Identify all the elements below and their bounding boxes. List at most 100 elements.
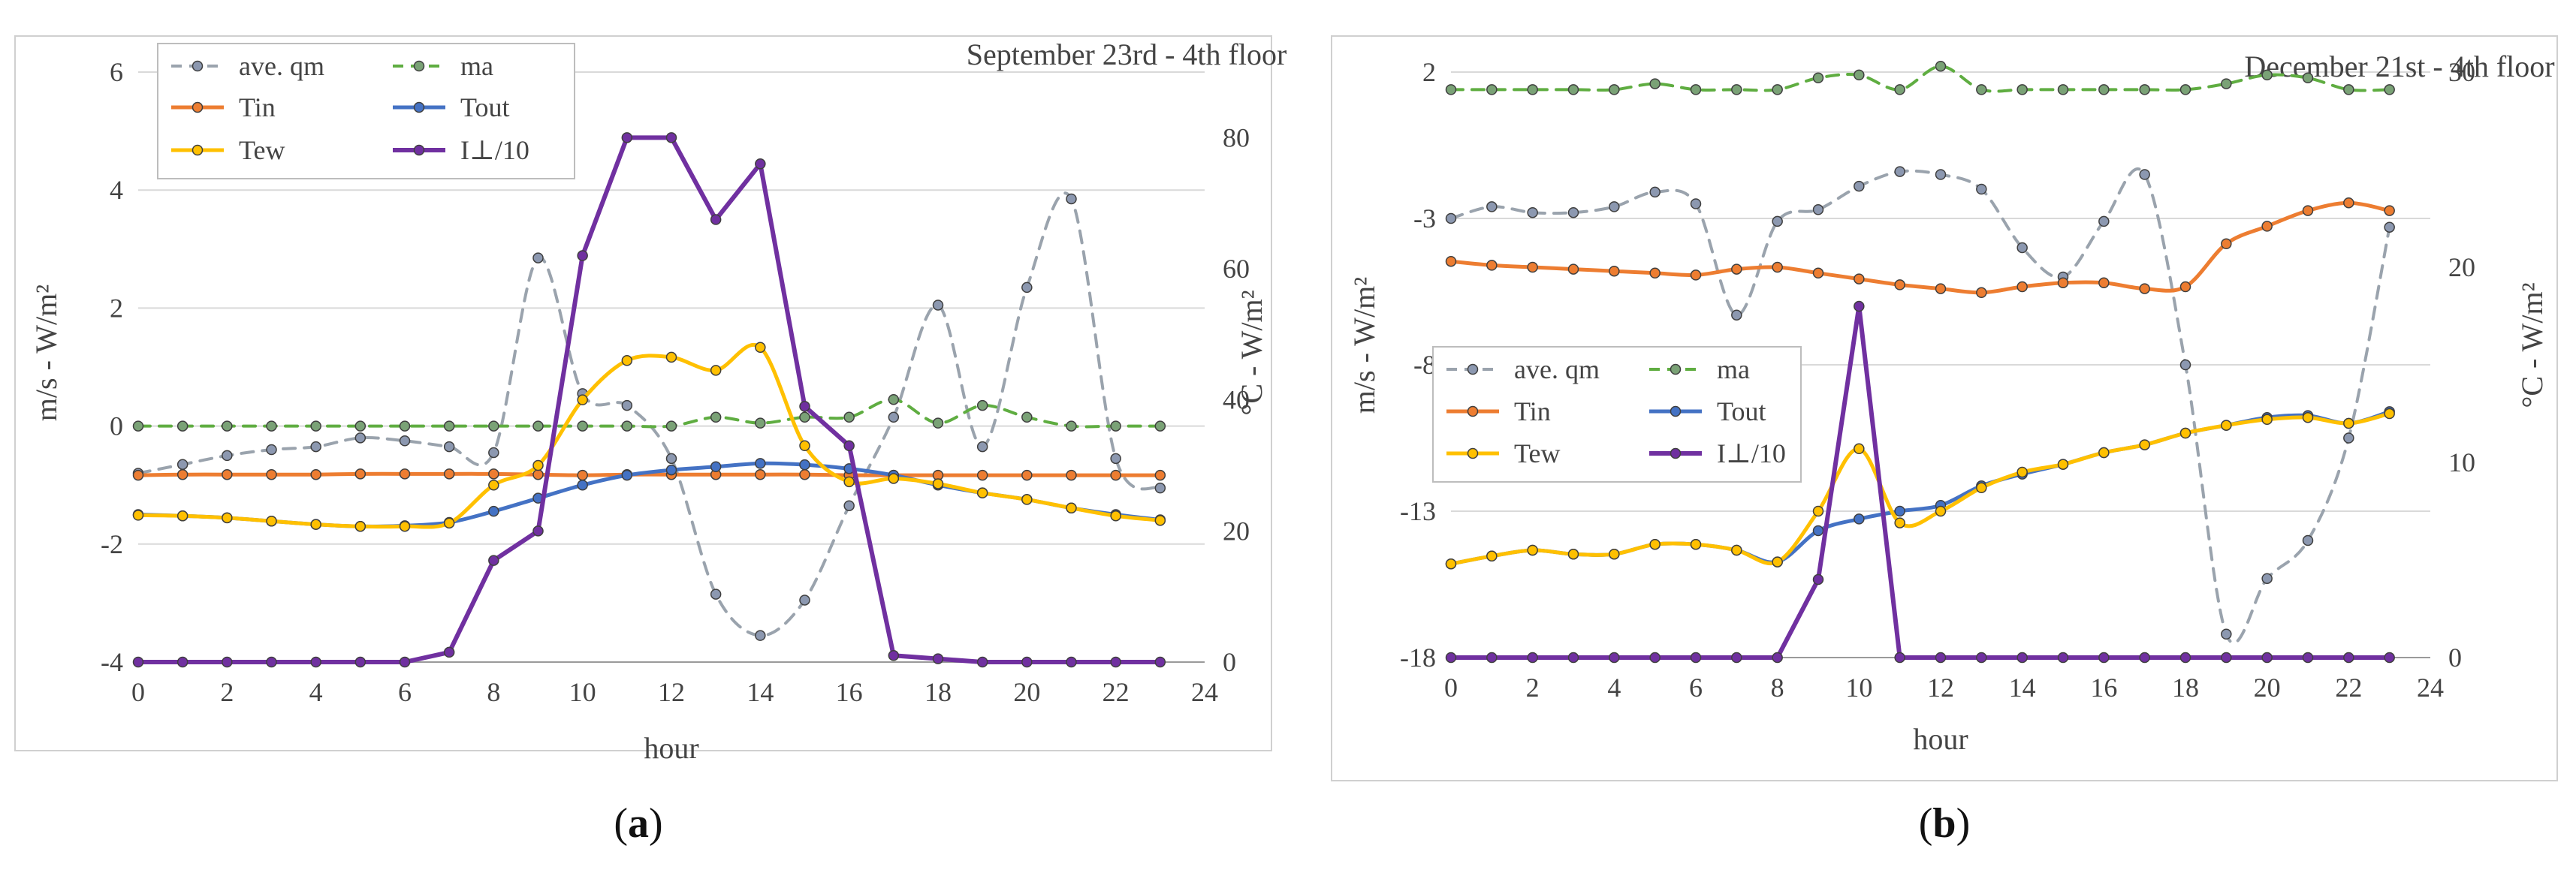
- data-point-qm: [1567, 206, 1579, 218]
- legend-marker-I: [413, 144, 425, 156]
- data-point-I: [222, 656, 233, 668]
- data-point-Tin: [1154, 469, 1166, 481]
- y-left-tick-label: 0: [110, 411, 123, 441]
- y-left-axis-label: m/s - W/m²: [29, 284, 63, 421]
- data-point-I: [532, 525, 544, 537]
- data-point-I: [1731, 652, 1742, 664]
- data-point-Tin: [1649, 267, 1661, 279]
- series-Tew: [1445, 408, 2395, 570]
- legend-item-Tout: Tout: [393, 92, 509, 122]
- data-point-Tin: [132, 469, 144, 481]
- legend-label-ma: ma: [1717, 354, 1750, 384]
- data-point-qm: [399, 435, 411, 447]
- data-point-Tew: [1690, 538, 1702, 550]
- data-point-ma: [2221, 78, 2232, 89]
- data-point-I: [1021, 656, 1033, 668]
- series-qm: [132, 191, 1166, 641]
- data-point-qm: [2098, 215, 2110, 227]
- data-point-Tew: [1854, 443, 1865, 455]
- y-right-axis-label: °C - W/m²: [1235, 290, 1268, 415]
- data-point-qm: [1609, 201, 1620, 212]
- data-point-qm: [2016, 242, 2028, 254]
- data-point-Tin: [222, 468, 233, 480]
- data-point-ma: [1935, 60, 1947, 72]
- data-point-qm: [2261, 573, 2273, 584]
- data-point-Tew: [1812, 505, 1824, 517]
- data-point-Tout: [799, 459, 810, 471]
- data-point-Tew: [1445, 558, 1457, 570]
- legend-item-Tin: Tin: [171, 92, 276, 122]
- series-I: [1445, 300, 2395, 664]
- x-tick-label: 6: [398, 677, 412, 707]
- data-point-qm: [1649, 186, 1661, 198]
- data-point-ma: [354, 420, 366, 432]
- data-point-I: [976, 656, 988, 668]
- data-point-ma: [843, 411, 855, 423]
- data-point-ma: [932, 417, 944, 429]
- data-point-qm: [1976, 183, 1987, 195]
- data-point-I: [2057, 652, 2069, 664]
- data-point-I: [2343, 652, 2354, 664]
- data-point-ma: [399, 420, 411, 432]
- data-point-qm: [1021, 281, 1033, 294]
- legend-label-I: I⊥/10: [460, 135, 529, 165]
- x-tick-label: 22: [1102, 677, 1130, 707]
- data-point-qm: [488, 447, 499, 459]
- legend-item-ma: ma: [393, 51, 493, 81]
- data-point-ma: [266, 420, 277, 432]
- data-point-qm: [1445, 212, 1457, 224]
- data-point-Tin: [1690, 269, 1702, 281]
- series-Tew: [132, 342, 1166, 532]
- data-point-Tout: [577, 479, 588, 491]
- data-point-I: [1894, 652, 1905, 664]
- data-point-I: [1066, 656, 1077, 668]
- x-tick-label: 0: [1444, 673, 1458, 703]
- legend-label-Tew: Tew: [1514, 438, 1560, 468]
- data-point-Tew: [1649, 538, 1661, 550]
- data-point-Tin: [2139, 283, 2150, 294]
- data-point-ma: [2261, 69, 2273, 81]
- data-point-qm: [443, 441, 455, 453]
- data-point-Tew: [976, 487, 988, 498]
- chart-panel-a: 0 2 4 6 8 10 12 14 16 18 20 22 24-4-20246020406080ho…: [14, 35, 1287, 847]
- y-left-tick-label: 2: [1422, 57, 1436, 87]
- data-point-Tew: [843, 476, 855, 488]
- legend-item-Tin: Tin: [1446, 396, 1551, 426]
- y-left-axis-label: m/s - W/m²: [1347, 277, 1381, 414]
- data-point-ma: [1110, 420, 1121, 432]
- legend-label-Tew: Tew: [239, 135, 285, 165]
- data-point-Tin: [176, 468, 189, 480]
- data-point-Tew: [2221, 420, 2232, 431]
- data-point-ma: [132, 420, 144, 432]
- data-point-qm: [310, 441, 321, 453]
- y-left-tick-label: 6: [110, 57, 123, 87]
- data-point-qm: [2302, 534, 2314, 546]
- data-point-I: [132, 656, 144, 668]
- data-point-qm: [1486, 201, 1498, 212]
- data-point-I: [2016, 652, 2028, 664]
- data-point-I: [1690, 652, 1702, 664]
- legend-marker-qm: [1467, 363, 1479, 375]
- y-left-tick-label: -2: [101, 529, 123, 559]
- legend-item-Tew: Tew: [171, 135, 285, 165]
- data-point-ma: [2057, 84, 2069, 95]
- data-point-Tew: [399, 520, 411, 532]
- x-tick-label: 6: [1689, 673, 1703, 703]
- chart-title: September 23rd - 4th floor: [967, 38, 1287, 71]
- series-line-I: [1449, 304, 2392, 660]
- data-point-qm: [1066, 193, 1077, 205]
- panel-caption: (b): [1919, 800, 1970, 847]
- data-point-Tew: [1772, 556, 1783, 567]
- legend-item-I: I⊥/10: [1649, 438, 1786, 468]
- y-left-tick-label: -3: [1413, 203, 1436, 233]
- data-point-qm: [1154, 482, 1166, 494]
- data-point-ma: [1445, 84, 1457, 95]
- data-point-ma: [755, 417, 766, 429]
- data-point-ma: [621, 420, 633, 432]
- x-tick-label: 4: [309, 677, 323, 707]
- y-left-tick-label: -18: [1400, 643, 1436, 673]
- data-point-Tew: [532, 459, 544, 471]
- data-point-Tew: [1731, 544, 1742, 556]
- legend-item-qm: ave. qm: [171, 51, 324, 81]
- data-point-Tew: [222, 512, 233, 524]
